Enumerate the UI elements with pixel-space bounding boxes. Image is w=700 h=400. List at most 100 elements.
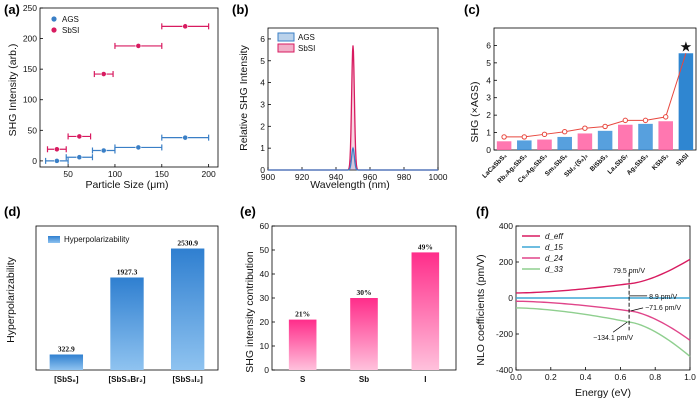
nlo-line-d33 [515, 307, 691, 358]
y-tick-label-f: 400 [499, 221, 513, 231]
y-tick-label-f: 200 [499, 257, 513, 267]
trend-marker [642, 117, 649, 124]
data-point-ags [76, 154, 83, 161]
panel-label-c: (c) [464, 2, 480, 17]
category-label-d: [SbS₆] [54, 375, 79, 384]
panel-label-a: (a) [4, 2, 20, 17]
panel-e: (e) 0 10 20 30 40 50 60 21% S 30% Sb 49% I SHG inten… [240, 204, 457, 384]
y-tick-label-b: 5 [260, 56, 265, 66]
trend-marker [521, 134, 527, 140]
x-tick-label-b: 960 [363, 172, 377, 182]
x-tick-label-b: 920 [295, 172, 309, 182]
trend-marker [562, 129, 568, 135]
peak-line-ags [268, 146, 438, 171]
trend-marker [582, 125, 588, 131]
value-label-d: 2530.9 [177, 239, 198, 248]
annotation-d33: −134.1 pm/V [593, 335, 633, 342]
y-tick-label-e: 20 [260, 317, 270, 327]
plot-frame-b [267, 27, 439, 171]
data-point-sbsi [182, 23, 189, 30]
annotation-arrow [631, 307, 644, 312]
legend-label-ags: AGS [298, 33, 315, 42]
data-point-sbsi [135, 43, 142, 49]
bar-2 [537, 139, 552, 150]
y-tick-label-e: 30 [260, 293, 270, 303]
y-tick-label-b: 4 [260, 78, 265, 88]
x-tick-label-f: 0.6 [614, 372, 626, 382]
legend-swatch-sbsi [277, 43, 295, 53]
bar-0 [496, 141, 512, 150]
peak-fill-ags [268, 148, 438, 170]
panel-label-b: (b) [232, 2, 249, 17]
value-label-d: 1927.3 [117, 267, 138, 276]
x-tick-label-a: 50 [63, 169, 73, 179]
y-tick-label-c: 1 [486, 128, 491, 138]
legend-label-deff: d_eff [545, 232, 564, 241]
legend-label-ags: AGS [62, 15, 79, 24]
category-label-e: S [300, 375, 306, 384]
legend-label-sbsi: SbSI [62, 26, 79, 35]
bar-7 [638, 123, 653, 150]
category-label: SbSI [675, 152, 690, 167]
panel-b: (b) 900 920 940 960 980 1000 0 1 2 3 4 5 6 AGS SbSI Wa… [232, 2, 448, 191]
x-tick-label-f: 0.4 [580, 372, 592, 382]
x-tick-label-a: 200 [202, 169, 216, 179]
legend-label-sbsi: SbSI [298, 44, 315, 53]
y-tick-label-c: 6 [486, 40, 491, 50]
x-tick-label-b: 900 [261, 172, 275, 182]
x-tick-label-a: 100 [108, 169, 122, 179]
data-point-sbsi [76, 133, 83, 140]
bar-d-2 [170, 248, 205, 370]
y-axis-title-e: SHG intensity contribution [244, 251, 256, 373]
y-axis-title-a: SHG Intensity (arb.) [7, 44, 19, 137]
trend-marker [602, 123, 608, 130]
annotation-arrow [612, 321, 628, 333]
data-point-ags [100, 147, 107, 154]
category-label-d: [SbS₃I₂] [172, 375, 203, 384]
y-axis-title-c: SHG (×AGS) [469, 82, 481, 143]
value-label-e: 49% [418, 242, 433, 251]
bar-9 [678, 53, 694, 151]
y-tick-label-e: 10 [260, 341, 270, 351]
bar-5 [597, 130, 613, 150]
bar-8 [658, 121, 673, 150]
y-tick-label-c: 2 [486, 110, 491, 120]
y-tick-label-b: 3 [260, 99, 265, 109]
legend-label-d15: d_15 [545, 243, 563, 252]
x-tick-label-f: 1.0 [684, 372, 696, 382]
y-axis-title-b: Relative SHG Intensity [238, 44, 250, 150]
trend-marker [622, 117, 628, 124]
y-tick-label-c: 5 [486, 58, 491, 68]
x-axis-title-a: Particle Size (μm) [85, 179, 168, 191]
panel-f: (f) 0.0 0.2 0.4 0.6 0.8 1.0 -400 -200 0 200 400 d_e… [475, 204, 696, 399]
bar-1 [517, 140, 532, 150]
value-label-e: 21% [295, 310, 310, 319]
panel-label-f: (f) [476, 204, 489, 219]
x-tick-label-b: 940 [329, 172, 343, 182]
legend-swatch-d [48, 236, 60, 243]
trend-marker [541, 131, 548, 138]
trend-marker [501, 134, 507, 140]
bar-d-0 [49, 354, 84, 370]
y-tick-label-a: 50 [28, 125, 38, 135]
annotation-d24: −71.6 pm/V [645, 305, 681, 312]
x-tick-label-f: 0.8 [649, 372, 661, 382]
data-point-sbsi [53, 146, 60, 153]
bar-e-0 [288, 319, 317, 370]
y-tick-label-e: 50 [260, 245, 270, 255]
data-point-sbsi [100, 71, 107, 77]
annotation-d15: 8.9 pm/V [649, 294, 677, 301]
x-tick-label-b: 1000 [429, 172, 448, 182]
y-tick-label-a: 0 [32, 156, 37, 166]
x-axis-title-b: Wavelength (nm) [310, 179, 390, 191]
panel-c: (c) 0123456LaCaSbS₄Rb₂Ag₂SbS₃Cs₂Ag₂SbS₃S… [464, 2, 697, 185]
x-tick-label-b: 980 [397, 172, 411, 182]
nlo-line-deff [515, 258, 691, 294]
category-label-e: I [424, 375, 426, 384]
plot-frame-a [39, 7, 219, 168]
y-tick-label-e: 60 [260, 221, 270, 231]
y-tick-label-b: 2 [260, 121, 265, 131]
y-tick-label-a: 150 [23, 64, 37, 74]
bar-d-1 [110, 277, 144, 370]
